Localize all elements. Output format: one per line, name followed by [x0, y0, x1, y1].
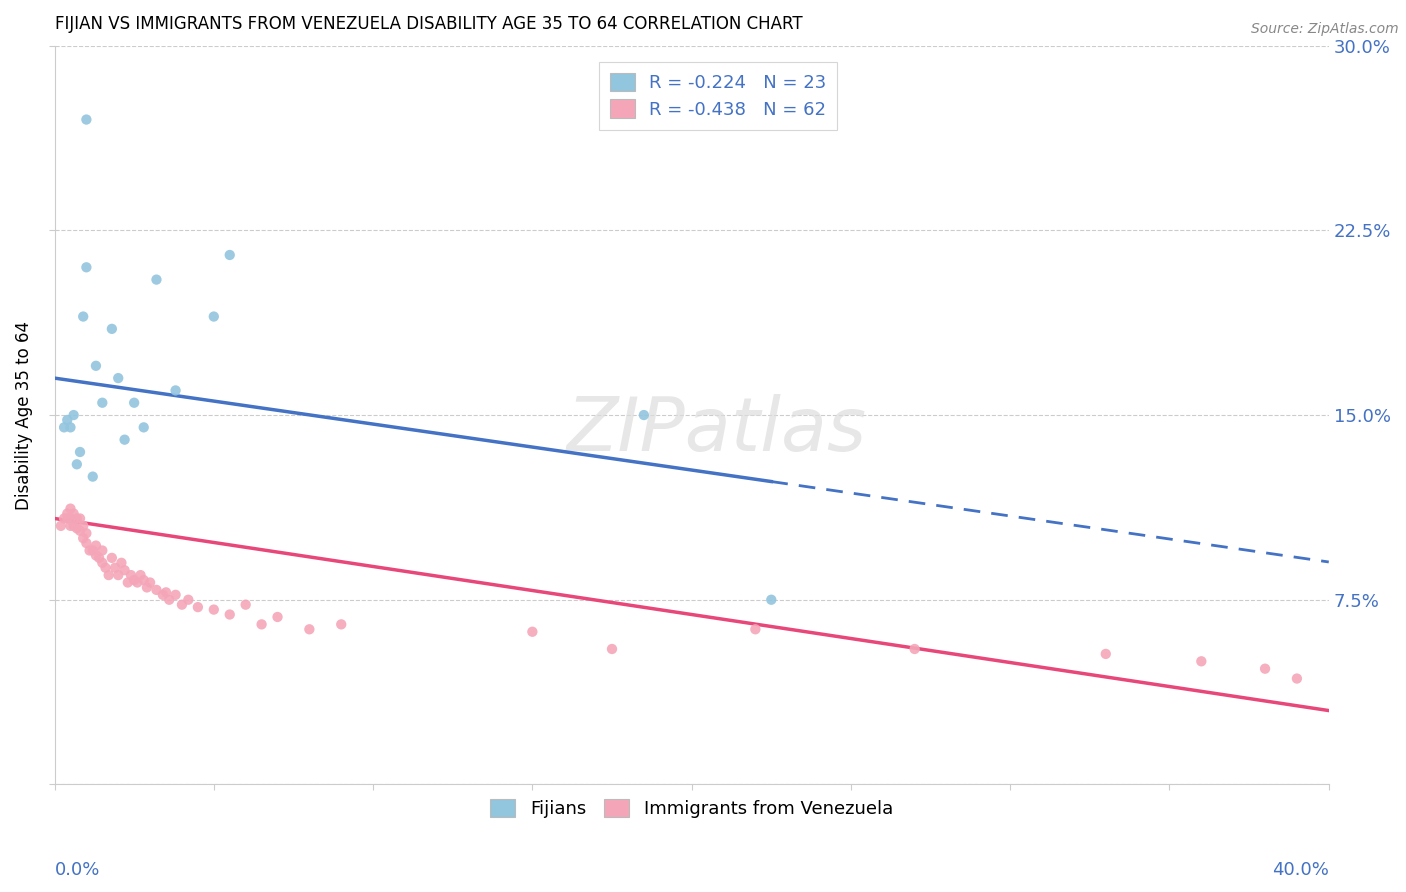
Point — [114, 433, 136, 447]
Point — [522, 624, 544, 639]
Point — [139, 575, 162, 590]
Point — [75, 260, 97, 275]
Point — [117, 575, 139, 590]
Point — [202, 602, 225, 616]
Point — [91, 395, 114, 409]
Point — [53, 420, 76, 434]
Point — [84, 359, 107, 373]
Point — [82, 543, 104, 558]
Point — [1094, 647, 1116, 661]
Point — [132, 420, 155, 434]
Point — [66, 458, 89, 472]
Point — [110, 556, 132, 570]
Point — [1189, 654, 1212, 668]
Point — [72, 519, 94, 533]
Point — [250, 617, 273, 632]
Point — [69, 524, 91, 538]
Point — [744, 622, 766, 636]
Point — [104, 560, 127, 574]
Text: 40.0%: 40.0% — [1272, 861, 1329, 879]
Point — [1285, 672, 1308, 686]
Point — [114, 563, 136, 577]
Point — [218, 607, 240, 622]
Point — [101, 550, 124, 565]
Point — [218, 248, 240, 262]
Point — [66, 511, 89, 525]
Point — [235, 598, 257, 612]
Point — [59, 501, 82, 516]
Point — [72, 310, 94, 324]
Text: FIJIAN VS IMMIGRANTS FROM VENEZUELA DISABILITY AGE 35 TO 64 CORRELATION CHART: FIJIAN VS IMMIGRANTS FROM VENEZUELA DISA… — [55, 15, 803, 33]
Point — [266, 610, 288, 624]
Point — [1254, 662, 1277, 676]
Point — [62, 519, 84, 533]
Point — [72, 531, 94, 545]
Point — [75, 526, 97, 541]
Point — [633, 408, 655, 422]
Point — [330, 617, 353, 632]
Point — [904, 642, 927, 657]
Point — [49, 519, 72, 533]
Point — [152, 588, 174, 602]
Point — [600, 642, 623, 657]
Point — [129, 568, 152, 582]
Point — [761, 592, 783, 607]
Point — [155, 585, 177, 599]
Point — [165, 588, 187, 602]
Text: ZIPatlas: ZIPatlas — [567, 394, 868, 466]
Legend: Fijians, Immigrants from Venezuela: Fijians, Immigrants from Venezuela — [481, 789, 903, 827]
Point — [59, 420, 82, 434]
Point — [91, 556, 114, 570]
Point — [127, 575, 149, 590]
Point — [84, 539, 107, 553]
Point — [62, 507, 84, 521]
Y-axis label: Disability Age 35 to 64: Disability Age 35 to 64 — [15, 320, 32, 509]
Point — [165, 384, 187, 398]
Point — [107, 371, 129, 385]
Point — [69, 445, 91, 459]
Point — [107, 568, 129, 582]
Point — [79, 543, 101, 558]
Point — [145, 582, 167, 597]
Point — [56, 507, 79, 521]
Point — [56, 511, 79, 525]
Point — [122, 395, 145, 409]
Point — [84, 549, 107, 563]
Point — [59, 519, 82, 533]
Point — [69, 511, 91, 525]
Text: Source: ZipAtlas.com: Source: ZipAtlas.com — [1251, 22, 1399, 37]
Point — [59, 511, 82, 525]
Point — [122, 573, 145, 587]
Point — [101, 322, 124, 336]
Point — [66, 521, 89, 535]
Point — [89, 550, 111, 565]
Point — [56, 413, 79, 427]
Point — [94, 560, 117, 574]
Point — [97, 568, 120, 582]
Point — [82, 469, 104, 483]
Point — [298, 622, 321, 636]
Point — [135, 581, 157, 595]
Point — [91, 543, 114, 558]
Point — [132, 573, 155, 587]
Point — [157, 592, 180, 607]
Point — [170, 598, 193, 612]
Point — [145, 272, 167, 286]
Point — [62, 408, 84, 422]
Point — [75, 536, 97, 550]
Point — [75, 112, 97, 127]
Point — [53, 511, 76, 525]
Text: 0.0%: 0.0% — [55, 861, 100, 879]
Point — [187, 600, 209, 615]
Point — [177, 592, 200, 607]
Point — [120, 568, 142, 582]
Point — [202, 310, 225, 324]
